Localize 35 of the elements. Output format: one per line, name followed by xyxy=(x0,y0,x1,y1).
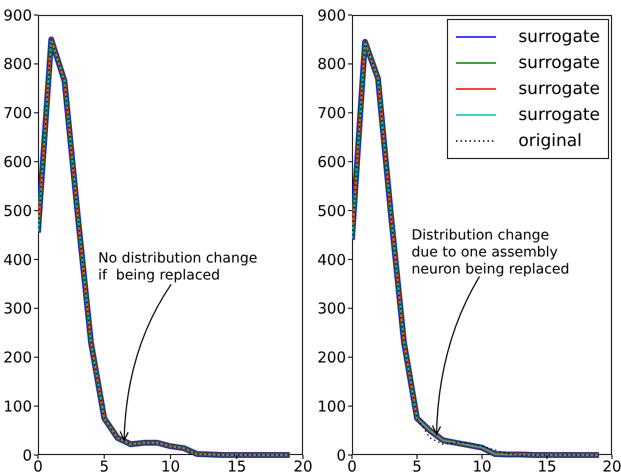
x-tick-label: 10 xyxy=(160,458,180,476)
y-tick-label: 700 xyxy=(3,104,32,122)
y-tick-label: 600 xyxy=(3,152,32,171)
y-tick-label: 100 xyxy=(3,397,32,416)
y-tick-label: 800 xyxy=(3,55,32,74)
y-tick-label: 500 xyxy=(317,202,346,220)
y-tick-label: 900 xyxy=(3,6,32,24)
y-tick-label: 0 xyxy=(336,446,346,464)
legend-label: surrogate xyxy=(518,105,600,125)
x-tick-label: 20 xyxy=(293,458,313,476)
x-tick-label: 20 xyxy=(602,458,621,476)
y-tick-label: 200 xyxy=(317,348,346,367)
y-tick-label: 600 xyxy=(317,152,346,171)
y-tick-label: 900 xyxy=(317,6,346,24)
x-tick-label: 5 xyxy=(99,458,110,476)
y-tick-label: 0 xyxy=(22,446,32,464)
y-tick-label: 300 xyxy=(3,300,32,318)
y-tick-label: 500 xyxy=(3,202,32,220)
y-tick-label: 400 xyxy=(317,250,346,269)
x-tick-label: 15 xyxy=(537,458,557,476)
legend-label: surrogate xyxy=(518,53,600,73)
y-tick-label: 700 xyxy=(317,104,346,122)
legend-label: original xyxy=(518,131,582,151)
y-tick-label: 300 xyxy=(317,300,346,318)
y-tick-label: 200 xyxy=(3,348,32,367)
y-tick-label: 800 xyxy=(317,55,346,74)
x-tick-label: 5 xyxy=(412,458,422,476)
annotation: Distribution change due to one assembly neuron being replaced xyxy=(412,227,570,278)
legend-label: surrogate xyxy=(518,27,600,47)
y-tick-label: 100 xyxy=(317,397,346,416)
x-tick-label: 10 xyxy=(472,458,492,476)
annotation: No distribution change if being replaced xyxy=(98,250,258,284)
legend-label: surrogate xyxy=(518,79,600,99)
x-tick-label: 15 xyxy=(227,458,246,476)
y-tick-label: 400 xyxy=(3,250,32,269)
